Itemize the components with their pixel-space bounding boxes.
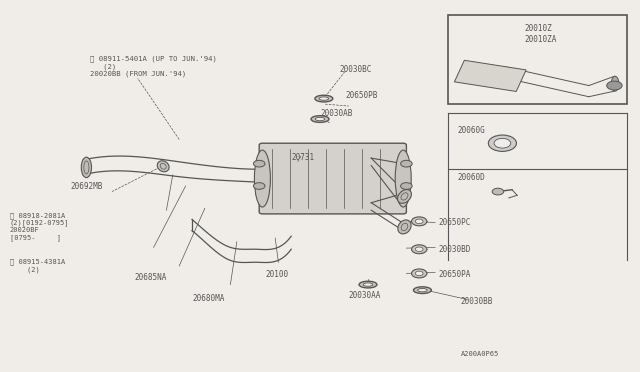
- Ellipse shape: [315, 95, 333, 102]
- Text: ⓓ 08918-2081A
(2)[0192-0795]
20020BF
[0795-     ]: ⓓ 08918-2081A (2)[0192-0795] 20020BF [07…: [10, 212, 69, 241]
- Text: 20650PC: 20650PC: [438, 218, 471, 227]
- Circle shape: [494, 138, 511, 148]
- Circle shape: [488, 135, 516, 151]
- Circle shape: [253, 160, 265, 167]
- Circle shape: [253, 183, 265, 189]
- Text: 20030AA: 20030AA: [349, 291, 381, 300]
- FancyBboxPatch shape: [259, 143, 406, 214]
- Text: ⓓ 08911-5401A (UP TO JUN.'94)
   (2)
20020BB (FROM JUN.'94): ⓓ 08911-5401A (UP TO JUN.'94) (2) 20020B…: [90, 56, 216, 77]
- Ellipse shape: [255, 150, 271, 207]
- Ellipse shape: [415, 219, 423, 224]
- Bar: [454, 60, 526, 92]
- Text: 20680MA: 20680MA: [192, 294, 225, 303]
- Text: 20030BD: 20030BD: [438, 245, 471, 254]
- Ellipse shape: [398, 220, 411, 234]
- Ellipse shape: [412, 217, 427, 226]
- Text: 20650PA: 20650PA: [438, 270, 471, 279]
- Ellipse shape: [396, 150, 412, 207]
- Text: Ⓦ 08915-4381A
    (2): Ⓦ 08915-4381A (2): [10, 259, 65, 273]
- Text: 20030BB: 20030BB: [461, 297, 493, 306]
- Text: 20030AB: 20030AB: [320, 109, 353, 118]
- Text: A200A0P65: A200A0P65: [461, 351, 499, 357]
- Text: 20060D: 20060D: [458, 173, 485, 182]
- Ellipse shape: [412, 269, 427, 278]
- Text: 20650PB: 20650PB: [346, 91, 378, 100]
- Bar: [448, 15, 627, 104]
- Ellipse shape: [418, 289, 428, 292]
- Circle shape: [607, 81, 622, 90]
- Ellipse shape: [412, 245, 427, 254]
- Text: 20100: 20100: [266, 270, 289, 279]
- Text: 20692MB: 20692MB: [70, 182, 103, 190]
- Text: 20060G: 20060G: [458, 126, 485, 135]
- Circle shape: [492, 188, 504, 195]
- Text: 20731: 20731: [291, 153, 314, 162]
- Ellipse shape: [415, 247, 423, 251]
- Text: 20030BC: 20030BC: [339, 65, 372, 74]
- Ellipse shape: [611, 76, 619, 91]
- Ellipse shape: [364, 283, 372, 286]
- Ellipse shape: [315, 118, 325, 121]
- Circle shape: [401, 183, 412, 189]
- Ellipse shape: [81, 157, 92, 177]
- Ellipse shape: [397, 189, 412, 203]
- Ellipse shape: [413, 287, 431, 294]
- Ellipse shape: [319, 97, 329, 100]
- Ellipse shape: [359, 281, 377, 288]
- Ellipse shape: [415, 271, 423, 276]
- Ellipse shape: [157, 161, 169, 172]
- Text: 20010Z
20010ZA: 20010Z 20010ZA: [525, 24, 557, 44]
- Circle shape: [401, 160, 412, 167]
- Ellipse shape: [311, 116, 329, 122]
- Text: 20685NA: 20685NA: [134, 273, 167, 282]
